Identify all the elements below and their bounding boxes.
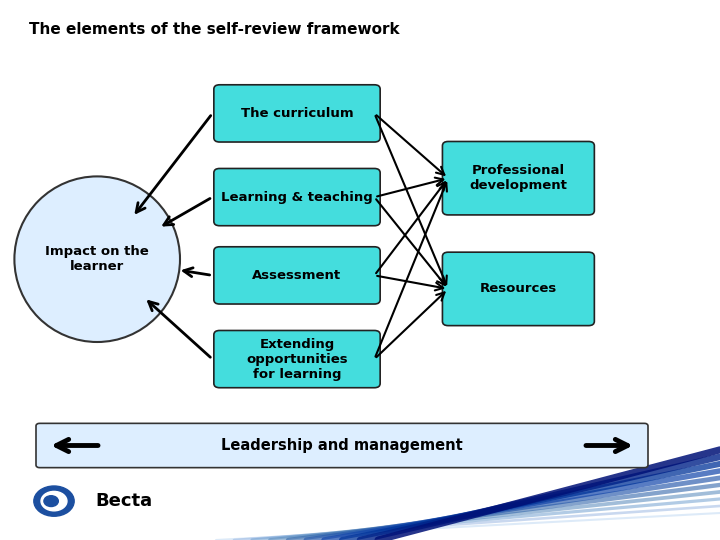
Ellipse shape: [14, 177, 180, 342]
FancyBboxPatch shape: [214, 330, 380, 388]
FancyBboxPatch shape: [214, 85, 380, 142]
FancyBboxPatch shape: [214, 247, 380, 304]
Text: Impact on the
learner: Impact on the learner: [45, 245, 149, 273]
Text: Assessment: Assessment: [253, 269, 341, 282]
FancyBboxPatch shape: [214, 168, 380, 226]
Text: Professional
development: Professional development: [469, 164, 567, 192]
Circle shape: [44, 496, 58, 507]
Text: The elements of the self-review framework: The elements of the self-review framewor…: [29, 22, 400, 37]
Text: Extending
opportunities
for learning: Extending opportunities for learning: [246, 338, 348, 381]
Text: The curriculum: The curriculum: [240, 107, 354, 120]
Circle shape: [41, 491, 67, 511]
FancyBboxPatch shape: [36, 423, 648, 468]
Text: Resources: Resources: [480, 282, 557, 295]
Text: Learning & teaching: Learning & teaching: [221, 191, 373, 204]
Text: Becta: Becta: [96, 492, 153, 510]
Text: Leadership and management: Leadership and management: [221, 438, 463, 453]
FancyBboxPatch shape: [442, 252, 594, 326]
FancyBboxPatch shape: [442, 141, 594, 215]
Circle shape: [34, 486, 74, 516]
